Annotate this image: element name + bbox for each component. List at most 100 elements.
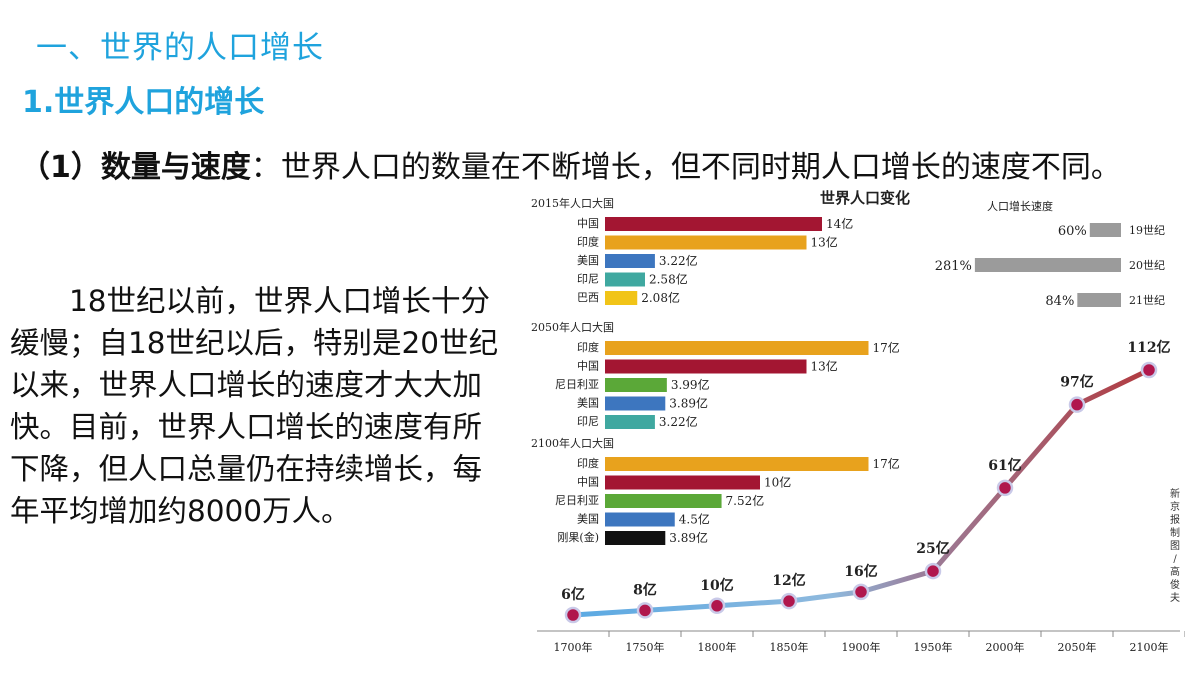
- line-value-label: 6亿: [561, 586, 585, 603]
- intro-paragraph: （1）数量与速度：世界人口的数量在不断增长，但不同时期人口增长的速度不同。: [20, 147, 1170, 189]
- x-tick-label: 2100年: [1130, 640, 1169, 654]
- bar-value-label: 3.22亿: [659, 253, 698, 268]
- chart-title: 世界人口变化: [820, 189, 910, 207]
- line-point: [564, 606, 582, 624]
- credit-char: 夫: [1170, 592, 1180, 604]
- bar-category-label: 尼日利亚: [555, 494, 599, 507]
- line-value-label: 12亿: [772, 572, 805, 589]
- subsection-title: 1.世界人口的增长: [22, 85, 265, 120]
- bar-category-label: 印度: [577, 235, 599, 249]
- bar: [605, 341, 869, 355]
- bar-category-label: 中国: [577, 217, 599, 230]
- x-tick-label: 1700年: [554, 640, 593, 654]
- bar-value-label: 2.58亿: [649, 272, 688, 287]
- bar: [605, 378, 667, 392]
- growth-rate-bar: [1077, 293, 1121, 307]
- credit-char: /: [1173, 554, 1177, 565]
- bar: [605, 217, 822, 231]
- intro-label: （1）数量与速度: [20, 150, 251, 185]
- line-value-label: 8亿: [633, 581, 657, 598]
- bar: [605, 494, 722, 508]
- bar-category-label: 印度: [577, 340, 599, 354]
- line-point: [996, 479, 1014, 497]
- line-value-label: 16亿: [844, 563, 877, 580]
- x-tick-label: 1750年: [626, 640, 665, 654]
- bar: [605, 235, 807, 250]
- line-point: [1140, 361, 1158, 379]
- line-point: [780, 592, 798, 610]
- x-tick-label: 2000年: [986, 640, 1025, 654]
- x-tick-label: 1800年: [698, 640, 737, 654]
- x-tick-label: 1950年: [914, 640, 953, 654]
- bar-category-label: 印尼: [577, 415, 599, 428]
- growth-rate-value-label: 60%: [1058, 224, 1087, 239]
- bar-value-label: 10亿: [764, 475, 791, 490]
- growth-rate-category-label: 19世纪: [1129, 224, 1165, 237]
- intro-separator: ：: [250, 150, 281, 185]
- bar-value-label: 13亿: [811, 359, 838, 374]
- bar-value-label: 7.52亿: [726, 493, 765, 508]
- bar-category-label: 刚果(金): [557, 530, 599, 544]
- bar-value-label: 3.99亿: [671, 377, 710, 392]
- growth-rate-bar: [1089, 223, 1121, 237]
- bar-value-label: 14亿: [826, 216, 853, 231]
- bar-category-label: 美国: [577, 254, 599, 267]
- bar: [605, 272, 645, 287]
- line-point: [924, 562, 942, 580]
- bar-category-label: 尼日利亚: [555, 378, 599, 391]
- growth-rate-value-label: 281%: [935, 259, 972, 274]
- growth-rate-title: 人口增长速度: [987, 199, 1053, 213]
- credit-char: 俊: [1170, 578, 1180, 591]
- growth-rate-category-label: 21世纪: [1129, 294, 1165, 307]
- section-title: 一、世界的人口增长: [36, 30, 324, 66]
- bar: [605, 512, 675, 527]
- line-value-label: 112亿: [1127, 339, 1170, 356]
- bar-value-label: 17亿: [873, 340, 900, 355]
- line-point: [636, 602, 654, 619]
- line-point: [1068, 396, 1086, 413]
- growth-rate-category-label: 20世纪: [1129, 259, 1165, 272]
- bar: [605, 291, 638, 305]
- credit-char: 新: [1170, 487, 1180, 500]
- x-tick-label: 2050年: [1058, 640, 1097, 654]
- growth-rate-bar: [974, 258, 1121, 272]
- bar-value-label: 2.08亿: [641, 290, 680, 305]
- body-paragraph: 18世纪以前，世界人口增长十分缓慢；自18世纪以后，特别是20世纪以来，世界人口…: [10, 284, 499, 528]
- bar-category-label: 巴西: [577, 291, 599, 304]
- x-tick-label: 1900年: [842, 640, 881, 654]
- bar: [605, 531, 666, 545]
- bar-category-label: 美国: [577, 513, 599, 526]
- bar: [605, 359, 807, 374]
- bar-group-title: 2100年人口大国: [531, 436, 614, 450]
- line-value-label: 10亿: [700, 577, 733, 594]
- credit-char: 制: [1170, 526, 1180, 539]
- bar: [605, 475, 760, 490]
- credit-char: 京: [1170, 500, 1180, 513]
- credit-char: 图: [1170, 540, 1180, 552]
- bar: [605, 254, 655, 268]
- bar-value-label: 4.5亿: [679, 512, 710, 527]
- line-value-label: 25亿: [916, 540, 949, 557]
- bar: [605, 457, 869, 471]
- bar: [605, 415, 655, 429]
- bar: [605, 396, 666, 411]
- bar-value-label: 17亿: [873, 456, 900, 471]
- bar-value-label: 3.22亿: [659, 414, 698, 429]
- bar-category-label: 中国: [577, 360, 599, 373]
- line-value-label: 61亿: [988, 457, 1021, 474]
- bar-group-title: 2050年人口大国: [531, 320, 614, 334]
- line-point: [852, 583, 870, 601]
- bar-category-label: 美国: [577, 397, 599, 410]
- bar-group-title: 2015年人口大国: [531, 196, 614, 210]
- bar-value-label: 3.89亿: [669, 530, 708, 545]
- bar-category-label: 印度: [577, 456, 599, 470]
- bar-value-label: 13亿: [811, 235, 838, 250]
- line-value-label: 97亿: [1060, 374, 1093, 391]
- x-tick-label: 1850年: [770, 640, 809, 654]
- credit-char: 报: [1170, 513, 1180, 526]
- credit-char: 高: [1170, 565, 1180, 578]
- intro-text: 世界人口的数量在不断增长，但不同时期人口增长的速度不同。: [280, 150, 1121, 185]
- growth-rate-value-label: 84%: [1045, 294, 1074, 309]
- bar-category-label: 中国: [577, 476, 599, 489]
